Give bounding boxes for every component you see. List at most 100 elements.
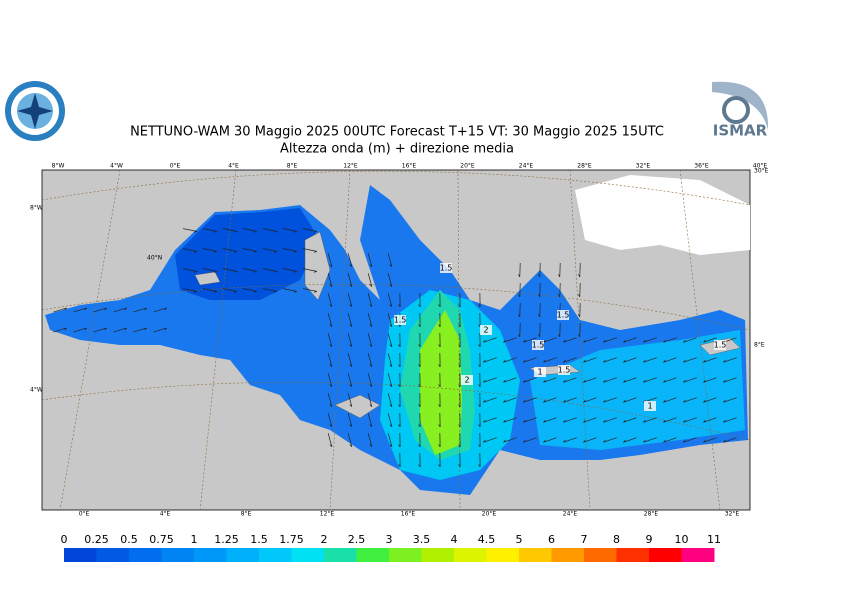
legend-label: 11 bbox=[707, 533, 721, 546]
contour-label: 1.5 bbox=[558, 366, 571, 375]
arrow bbox=[183, 268, 197, 273]
lon-label: 32°E bbox=[636, 163, 651, 170]
arrow bbox=[418, 412, 421, 428]
lon-label: 0°E bbox=[79, 511, 90, 518]
contour-label: 2 bbox=[464, 376, 469, 385]
arrow bbox=[367, 253, 373, 267]
arrow bbox=[398, 332, 401, 348]
arrow bbox=[503, 397, 517, 403]
arrow bbox=[347, 253, 353, 267]
arrow bbox=[663, 377, 677, 383]
lon-label: 24°E bbox=[519, 163, 534, 170]
arrow bbox=[663, 437, 677, 443]
arrow bbox=[418, 312, 421, 328]
arrow bbox=[438, 372, 441, 388]
arrow bbox=[398, 352, 401, 368]
sea bbox=[45, 185, 748, 495]
arrow bbox=[523, 437, 537, 443]
arrow bbox=[398, 432, 401, 448]
legend-swatch bbox=[389, 548, 422, 562]
arrow bbox=[153, 307, 167, 313]
legend-label: 3 bbox=[386, 533, 393, 546]
arrow bbox=[347, 393, 353, 407]
arrow bbox=[183, 288, 197, 293]
arrow bbox=[263, 248, 277, 253]
legend-label: 4.5 bbox=[478, 533, 496, 546]
arrow bbox=[643, 357, 657, 363]
arrow bbox=[478, 412, 481, 428]
arrow bbox=[523, 357, 537, 363]
arrow bbox=[347, 353, 353, 367]
arrow bbox=[263, 288, 277, 293]
legend-label: 10 bbox=[675, 533, 689, 546]
lon-label: 8°E bbox=[287, 163, 298, 170]
lon-label: 8°E bbox=[241, 511, 252, 518]
arrow bbox=[367, 313, 373, 327]
legend-label: 9 bbox=[646, 533, 653, 546]
arrow bbox=[518, 322, 521, 338]
arrow bbox=[623, 357, 637, 363]
arrow bbox=[367, 413, 373, 427]
arrow bbox=[643, 417, 657, 423]
arrow bbox=[438, 292, 441, 308]
legend-swatch bbox=[194, 548, 227, 562]
legend-label: 6 bbox=[548, 533, 555, 546]
arrow bbox=[243, 268, 257, 273]
lon-label: 0°E bbox=[170, 163, 181, 170]
legend-swatch bbox=[421, 548, 455, 562]
arrow bbox=[723, 437, 737, 443]
arrow bbox=[478, 312, 481, 328]
arrow bbox=[243, 288, 257, 293]
arrow bbox=[347, 433, 353, 447]
arrow bbox=[558, 322, 561, 338]
contour-label-bg bbox=[532, 340, 544, 350]
arrow bbox=[538, 282, 541, 298]
arrow bbox=[683, 437, 697, 443]
legend-label: 1.75 bbox=[279, 533, 304, 546]
legend-swatch bbox=[226, 548, 260, 562]
legend-swatch bbox=[486, 548, 520, 562]
arrow bbox=[478, 452, 481, 468]
legend-label: 0.25 bbox=[84, 533, 109, 546]
arrow bbox=[563, 357, 577, 363]
arrow bbox=[347, 373, 353, 387]
arrow bbox=[418, 452, 421, 468]
arrow bbox=[438, 312, 441, 328]
arrow bbox=[327, 253, 333, 267]
arrow bbox=[398, 372, 401, 388]
arrow bbox=[438, 432, 441, 448]
contour-label-bg bbox=[557, 310, 569, 320]
contour-label-bg bbox=[480, 325, 492, 335]
arrow bbox=[398, 392, 401, 408]
arrow bbox=[538, 322, 541, 338]
arrow bbox=[663, 357, 677, 363]
lat-label: 8°W bbox=[30, 205, 43, 212]
arrow bbox=[483, 437, 497, 443]
arrow bbox=[223, 268, 237, 273]
arrow bbox=[418, 332, 421, 348]
arrow bbox=[303, 248, 317, 253]
arrow bbox=[523, 397, 537, 403]
arrow bbox=[327, 313, 333, 327]
arrow bbox=[683, 357, 697, 363]
contour-label-bg bbox=[461, 375, 473, 385]
contour-label: 2 bbox=[483, 326, 488, 335]
legend-swatch bbox=[129, 548, 162, 562]
arrow bbox=[503, 337, 517, 343]
arrow bbox=[458, 312, 461, 328]
arrow bbox=[703, 417, 717, 423]
arrow bbox=[387, 293, 393, 307]
legend-swatch bbox=[96, 548, 130, 562]
arrow bbox=[483, 377, 497, 383]
arrow bbox=[283, 288, 297, 293]
arrow bbox=[418, 352, 421, 368]
arrow bbox=[303, 288, 317, 293]
arrow bbox=[558, 282, 561, 298]
legend-swatch bbox=[324, 548, 357, 562]
arrow bbox=[623, 397, 637, 403]
contour-label: 1 bbox=[647, 402, 652, 411]
subtitle: Altezza onda (m) + direzione media bbox=[280, 142, 514, 157]
arrow bbox=[643, 377, 657, 383]
legend-label: 2.5 bbox=[348, 533, 366, 546]
